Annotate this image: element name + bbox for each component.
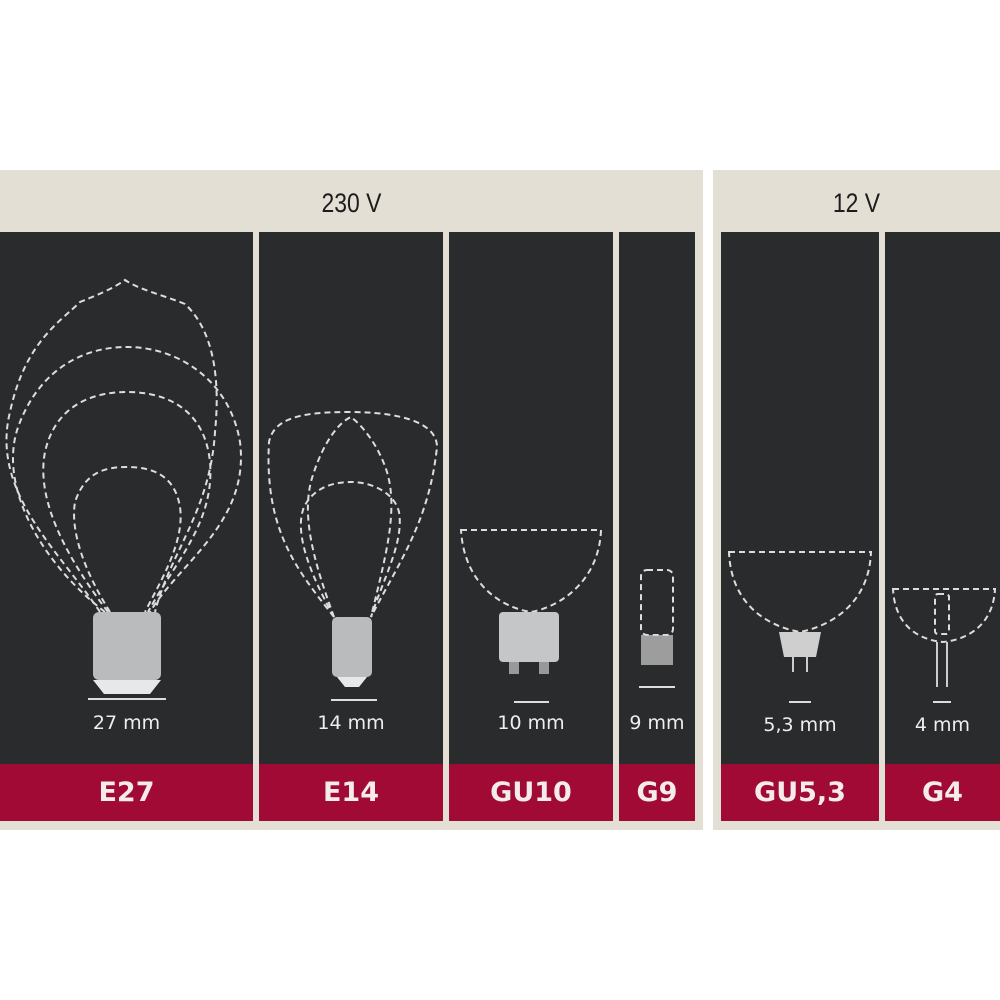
group-230v: 230 V 27 mm E27 xyxy=(0,170,703,830)
gu53-label: GU5,3 xyxy=(721,764,879,821)
e14-label: E14 xyxy=(259,764,443,821)
e14-bulb-outline-icon xyxy=(267,410,439,701)
group-12v: 12 V 5,3 mm GU5,3 4 mm G4 xyxy=(713,170,1000,830)
gu10-bulb-outline-icon xyxy=(459,529,603,703)
gu10-label: GU10 xyxy=(449,764,613,821)
e27-bulb-outline-icon xyxy=(5,278,242,700)
g4-label: G4 xyxy=(885,764,1000,821)
g4-size: 4 mm xyxy=(914,714,971,736)
g9-label: G9 xyxy=(619,764,695,821)
gu10-size: 10 mm xyxy=(497,712,565,734)
e27-size: 27 mm xyxy=(92,712,161,734)
e27-label: E27 xyxy=(0,764,253,821)
voltage-header: 230 V xyxy=(321,188,382,218)
voltage-header: 12 V xyxy=(832,188,881,218)
gu53-size: 5,3 mm xyxy=(763,714,837,736)
socket-panel-g9: 9 mm G9 xyxy=(619,232,695,821)
socket-panel-e14: 14 mm E14 xyxy=(259,232,443,821)
socket-panel-g4: 4 mm G4 xyxy=(885,232,1000,821)
g9-size: 9 mm xyxy=(629,712,685,734)
gu53-bulb-outline-icon xyxy=(727,551,873,703)
g4-bulb-outline-icon xyxy=(891,588,997,703)
socket-panel-gu53: 5,3 mm GU5,3 xyxy=(721,232,879,821)
socket-panel-e27: 27 mm E27 xyxy=(0,232,253,821)
g9-bulb-outline-icon xyxy=(639,569,675,688)
e14-size: 14 mm xyxy=(317,712,385,734)
socket-panel-gu10: 10 mm GU10 xyxy=(449,232,613,821)
